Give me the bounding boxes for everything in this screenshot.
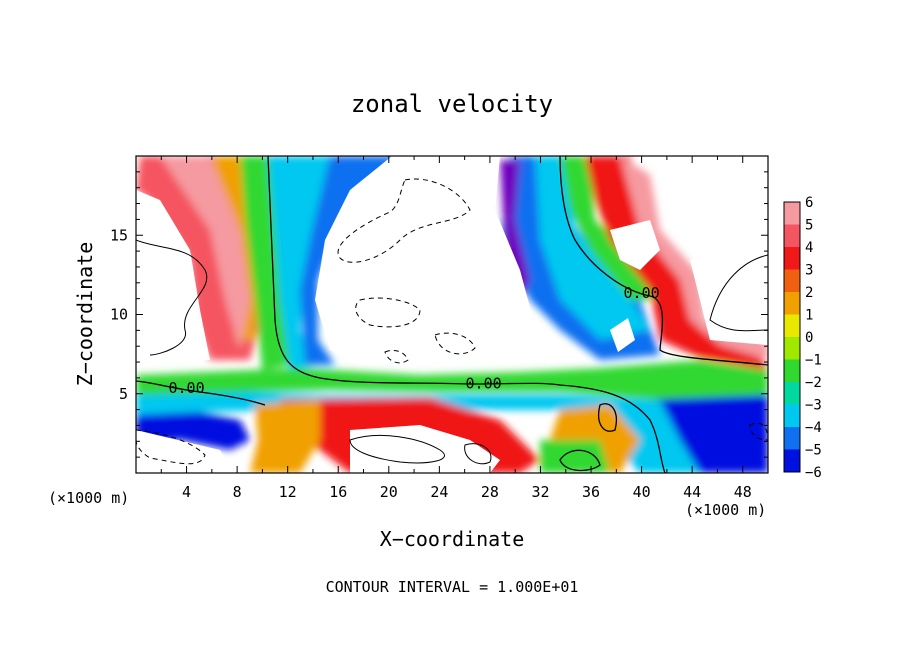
x-tick-label: 36: [582, 483, 600, 501]
x-unit-right: (×1000 m): [685, 501, 766, 519]
contour-zero-left: [136, 380, 266, 406]
x-axis-label: X−coordinate: [380, 527, 525, 551]
x-tick-label: 28: [481, 483, 499, 501]
y-tick-label: 10: [110, 306, 128, 324]
colorbar-swatch: [784, 404, 800, 428]
contour-dashed-small-1: [384, 349, 409, 364]
x-tick-label: 48: [734, 483, 752, 501]
contour-labels: 0.00 0.00 0.00: [168, 284, 660, 397]
y-axis-ticks: 5 10 15: [110, 171, 768, 458]
colorbar-swatch: [784, 269, 800, 293]
colorbar-swatch: [784, 247, 800, 270]
colorbar-swatch: [784, 427, 800, 450]
contour-zero-lower-loop-2: [559, 449, 601, 472]
x-tick-label: 32: [531, 483, 549, 501]
colorbar-label: 3: [805, 263, 813, 279]
colorbar-label: 5: [805, 218, 813, 234]
field-blue-right-lower: [640, 395, 768, 473]
contour-solid-lower-right: [464, 443, 492, 465]
x-tick-label: 8: [233, 483, 242, 501]
x-tick-label: 20: [380, 483, 398, 501]
x-tick-label: 40: [633, 483, 651, 501]
contour-dashed-middle: [355, 297, 421, 328]
colorbar-label: −5: [805, 443, 822, 459]
contour-solid-right: [709, 254, 768, 332]
colorbar-swatch: [784, 449, 800, 473]
colorbar-label: 0: [805, 330, 813, 346]
colorbar-swatch: [784, 202, 800, 225]
contour-dashed-lower-left: [136, 429, 206, 465]
field-white-center: [315, 156, 540, 365]
contour-zero-vertical: [267, 156, 666, 473]
x-unit-left: (×1000 m): [48, 489, 129, 507]
colorbar-swatch: [784, 359, 800, 383]
colorbar-swatch: [784, 314, 800, 338]
colorbar-label: 1: [805, 308, 813, 324]
field-green-band: [136, 360, 768, 400]
contour-label: 0.00: [624, 284, 660, 302]
x-tick-label: 44: [683, 483, 701, 501]
colorbar-label: −3: [805, 398, 822, 414]
field-white-lower-left: [136, 430, 235, 473]
x-tick-label: 4: [182, 483, 191, 501]
field-white-right-top: [690, 240, 768, 345]
colorbar-label: −2: [805, 375, 822, 391]
field-green-right-lower: [540, 440, 610, 473]
contour-zero-lower-loop: [598, 403, 617, 432]
x-axis-ticks: 4 8 12 16 20 24 28 32 36 40 44 48: [160, 156, 752, 501]
y-axis-label: Z−coordinate: [73, 242, 97, 387]
colorbar: 6 5 4 3 2 1 0 −1 −2 −3 −4 −5 −6: [783, 195, 822, 481]
contour-interval-footer: CONTOUR INTERVAL = 1.000E+01: [326, 578, 579, 596]
y-tick-label: 5: [119, 385, 128, 403]
colorbar-swatch: [784, 224, 800, 248]
y-tick-label: 15: [110, 226, 128, 244]
contour-solid-left: [136, 239, 208, 356]
chart-title: zonal velocity: [351, 90, 553, 118]
field-cyan-column: [268, 156, 380, 370]
x-tick-label: 24: [430, 483, 448, 501]
field-pink-top-left: [160, 156, 250, 350]
contour-label: 0.00: [168, 379, 204, 397]
colorbar-label: 4: [805, 240, 813, 256]
contour-dashed-upper: [337, 178, 471, 263]
contour-dashed-small-2: [434, 332, 476, 355]
field-purple-right-edge: [500, 160, 530, 300]
velocity-field: [136, 156, 768, 473]
x-tick-label: 16: [329, 483, 347, 501]
field-blue-column: [300, 156, 400, 365]
colorbar-swatch: [784, 337, 800, 360]
colorbar-swatch: [784, 382, 800, 405]
colorbar-label: 2: [805, 285, 813, 301]
colorbar-label: 6: [805, 195, 813, 211]
colorbar-swatch: [784, 292, 800, 315]
contour-zero-right: [559, 156, 768, 366]
contour-label: 0.00: [466, 374, 502, 392]
contour-solid-lower-middle: [349, 434, 445, 464]
x-tick-label: 12: [279, 483, 297, 501]
contour-dashed-right: [749, 422, 768, 441]
field-white-upper-right-gap: [610, 220, 660, 270]
colorbar-label: −1: [805, 353, 822, 369]
field-white-right-hole: [610, 318, 635, 352]
colorbar-label: −4: [805, 420, 822, 436]
field-white-left: [136, 190, 210, 360]
colorbar-label: −6: [805, 465, 822, 481]
field-orange-lower: [250, 400, 320, 473]
field-white-lower-middle: [350, 425, 500, 473]
colorbar-frame: [783, 201, 801, 473]
